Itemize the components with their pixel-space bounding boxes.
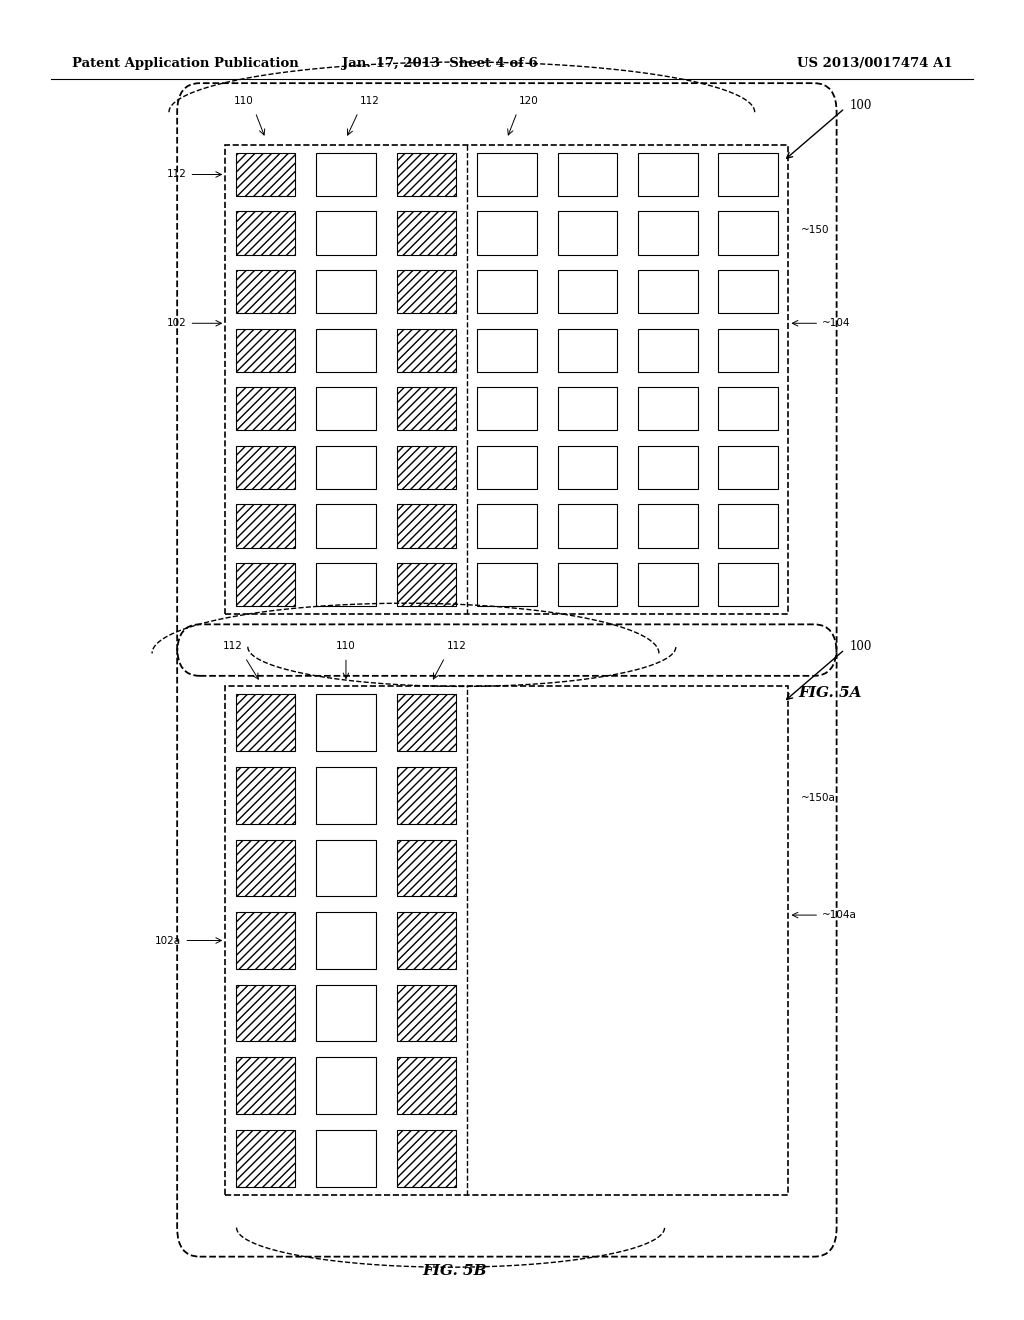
Bar <box>638 329 697 372</box>
Bar <box>236 840 295 896</box>
Bar <box>396 840 457 896</box>
Bar <box>396 912 457 969</box>
Bar <box>477 446 537 488</box>
Bar <box>719 329 778 372</box>
Bar <box>236 767 295 824</box>
Bar <box>638 504 697 548</box>
Text: 112: 112 <box>446 640 467 651</box>
Text: 102a: 102a <box>155 936 181 945</box>
Text: Jan. 17, 2013  Sheet 4 of 6: Jan. 17, 2013 Sheet 4 of 6 <box>342 57 539 70</box>
Bar <box>236 387 295 430</box>
Bar <box>558 387 617 430</box>
Bar <box>316 1130 376 1187</box>
Bar <box>477 504 537 548</box>
Text: US 2013/0017474 A1: US 2013/0017474 A1 <box>797 57 952 70</box>
Bar <box>719 504 778 548</box>
Bar <box>225 686 788 1195</box>
Bar <box>477 387 537 430</box>
Bar <box>236 504 295 548</box>
Text: 110: 110 <box>336 640 356 651</box>
Bar <box>396 767 457 824</box>
Bar <box>316 840 376 896</box>
Bar <box>316 1057 376 1114</box>
Bar <box>638 562 697 606</box>
Text: ~104: ~104 <box>822 318 851 329</box>
Bar <box>236 271 295 313</box>
Bar <box>638 211 697 255</box>
Bar <box>477 562 537 606</box>
Bar <box>396 694 457 751</box>
Bar <box>558 562 617 606</box>
Bar <box>558 446 617 488</box>
Bar <box>396 329 457 372</box>
Bar <box>558 153 617 197</box>
Bar <box>236 446 295 488</box>
Bar <box>316 446 376 488</box>
Bar <box>316 767 376 824</box>
Bar <box>236 1130 295 1187</box>
Bar <box>477 153 537 197</box>
Bar <box>316 153 376 197</box>
Bar <box>396 271 457 313</box>
Text: FIG. 5B: FIG. 5B <box>422 1265 486 1278</box>
Text: 100: 100 <box>850 99 872 112</box>
Bar <box>719 211 778 255</box>
Bar <box>638 153 697 197</box>
Bar <box>558 504 617 548</box>
Bar <box>316 211 376 255</box>
Bar <box>558 271 617 313</box>
Bar <box>719 153 778 197</box>
Bar <box>236 985 295 1041</box>
Bar <box>396 211 457 255</box>
Bar <box>396 985 457 1041</box>
Bar <box>236 1057 295 1114</box>
Text: 100: 100 <box>850 640 872 653</box>
Bar <box>477 271 537 313</box>
Bar <box>316 912 376 969</box>
Bar <box>396 504 457 548</box>
Bar <box>316 504 376 548</box>
Bar <box>316 387 376 430</box>
Bar <box>396 1130 457 1187</box>
Text: 112: 112 <box>223 640 243 651</box>
Bar <box>719 387 778 430</box>
Bar <box>719 446 778 488</box>
Bar <box>236 153 295 197</box>
Bar <box>396 1057 457 1114</box>
Bar <box>638 387 697 430</box>
Text: FIG. 5A: FIG. 5A <box>799 686 862 700</box>
Bar <box>236 694 295 751</box>
Text: ~150a: ~150a <box>801 793 836 803</box>
Bar <box>316 271 376 313</box>
Text: Patent Application Publication: Patent Application Publication <box>72 57 298 70</box>
Bar <box>396 562 457 606</box>
Bar <box>316 694 376 751</box>
Bar <box>316 562 376 606</box>
Text: 112: 112 <box>167 169 186 180</box>
Bar <box>638 271 697 313</box>
Bar <box>396 153 457 197</box>
Bar <box>719 271 778 313</box>
Bar <box>236 329 295 372</box>
Bar <box>558 329 617 372</box>
Bar <box>638 446 697 488</box>
Bar <box>236 211 295 255</box>
Bar <box>236 912 295 969</box>
Bar <box>316 329 376 372</box>
Bar <box>558 211 617 255</box>
Bar <box>719 562 778 606</box>
Text: 110: 110 <box>233 95 253 106</box>
Text: 120: 120 <box>519 95 539 106</box>
Bar <box>316 985 376 1041</box>
Bar <box>396 387 457 430</box>
Text: ~104a: ~104a <box>822 909 857 920</box>
Bar <box>396 446 457 488</box>
Bar <box>236 562 295 606</box>
Text: 102: 102 <box>167 318 186 329</box>
Bar <box>477 329 537 372</box>
Bar <box>225 145 788 614</box>
Text: 112: 112 <box>360 95 380 106</box>
Text: ~150: ~150 <box>801 224 829 235</box>
Bar <box>477 211 537 255</box>
